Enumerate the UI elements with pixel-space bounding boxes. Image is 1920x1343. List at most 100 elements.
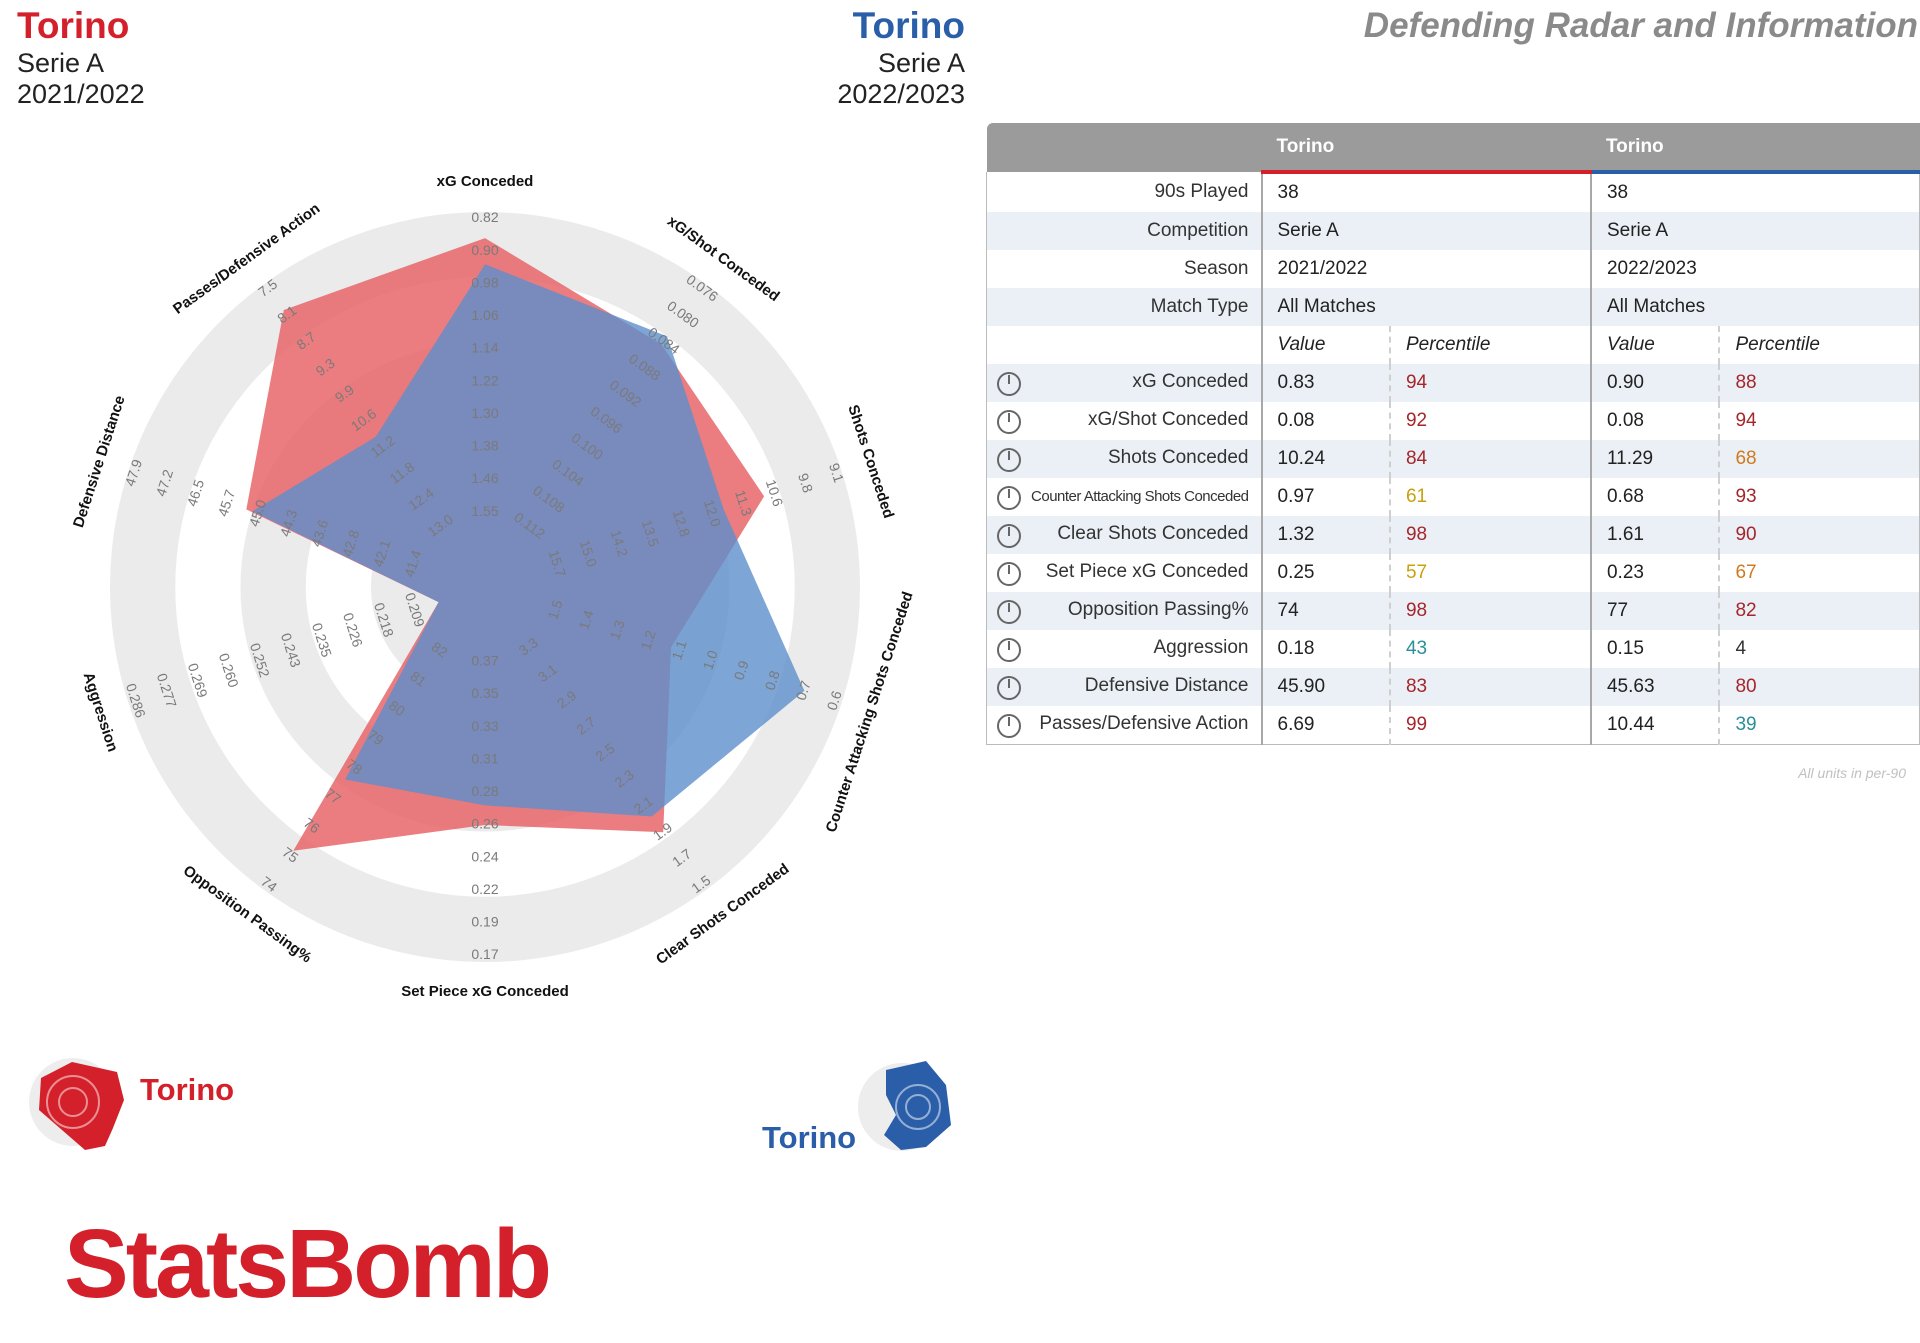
team2-value: 38 — [1589, 172, 1920, 212]
team2-value: 45.63 — [1590, 668, 1720, 706]
gauge-icon — [997, 485, 1021, 510]
table-header-label — [986, 123, 1262, 172]
team2-percentile: 94 — [1718, 402, 1920, 440]
gauge-icon — [997, 561, 1021, 586]
row-label: Season — [986, 250, 1263, 288]
radar-tick-label: 0.8 — [762, 668, 783, 692]
team2-percentile: 67 — [1718, 554, 1920, 592]
radar-tick-label: 1.55 — [471, 503, 498, 519]
radar-axis-label: Shots Conceded — [844, 403, 897, 521]
radar-tick-label: 0.31 — [471, 750, 498, 766]
row-label: Aggression — [986, 630, 1263, 668]
team2-percentile: 88 — [1718, 364, 1920, 402]
metric-label: Clear Shots Conceded — [1057, 522, 1249, 544]
table-row: Clear Shots Conceded 1.32 98 1.61 90 — [986, 516, 1920, 554]
table-row: Defensive Distance 45.90 83 45.63 80 — [986, 668, 1920, 706]
team1-value: 10.24 — [1261, 440, 1390, 478]
team2-value: Serie A — [1589, 212, 1920, 250]
radar-tick-label: 11.3 — [732, 488, 755, 518]
radar-tick-label: 0.28 — [471, 783, 498, 799]
gauge-icon — [997, 599, 1021, 624]
left-team-logo — [29, 1058, 124, 1150]
team2-value: 11.29 — [1590, 440, 1720, 478]
team1-percentile: 94 — [1388, 364, 1592, 402]
team1-percentile: 61 — [1388, 478, 1592, 516]
table-row: Set Piece xG Conceded 0.25 57 0.23 67 — [986, 554, 1920, 592]
radar-tick-label: 0.9 — [731, 658, 752, 682]
team2-percentile: 4 — [1718, 630, 1920, 668]
team1-value: 6.69 — [1277, 714, 1315, 735]
left-team-season: 2021/2022 — [17, 78, 145, 109]
table-subheader-row: Value Percentile Value Percentile — [986, 326, 1920, 364]
table-row: xG/Shot Conceded 0.08 92 0.08 94 — [986, 402, 1920, 440]
row-label — [986, 326, 1263, 364]
radar-tick-label: 1.22 — [471, 372, 498, 388]
row-label: 90s Played — [986, 172, 1263, 212]
left-team-name: Torino — [17, 5, 130, 46]
radar-axis-label: xG Conceded — [437, 173, 534, 190]
team1-value: 2021/2022 — [1277, 258, 1368, 279]
team1-value-header: Value — [1277, 334, 1326, 355]
right-team-name: Torino — [852, 5, 965, 46]
team2-percentile-header: Percentile — [1718, 326, 1920, 364]
radar-axis-label: Aggression — [80, 670, 122, 754]
radar-tick-label: 1.46 — [471, 470, 498, 486]
gauge-icon — [997, 409, 1021, 434]
table-header-team1: Torino — [1261, 123, 1591, 174]
radar-tick-label: 9.8 — [795, 471, 816, 495]
team1-value: 74 — [1261, 592, 1390, 630]
radar-axis-label: Set Piece xG Conceded — [401, 983, 569, 1000]
team2-value: 77 — [1590, 592, 1720, 630]
row-label: Match Type — [986, 288, 1263, 326]
table-row: Aggression 0.18 43 0.15 4 — [986, 630, 1920, 668]
units-note: All units in per-90 — [1798, 765, 1906, 781]
radar-tick-label: 1.1 — [668, 638, 689, 662]
team1-percentile: 57 — [1388, 554, 1592, 592]
team2-value: 0.68 — [1606, 486, 1644, 507]
right-team-logo — [858, 1061, 951, 1151]
radar-tick-label: 0.26 — [471, 816, 498, 832]
gauge-icon — [997, 675, 1021, 700]
radar-tick-label: 1.30 — [471, 405, 498, 421]
radar-tick-label: 1.2 — [637, 628, 658, 652]
table-row: xG Conceded 0.83 94 0.90 88 — [986, 364, 1920, 402]
radar-tick-label: 1.06 — [471, 307, 498, 323]
table-row: 90s Played 38 38 — [986, 172, 1920, 212]
row-label: Counter Attacking Shots Conceded — [986, 478, 1263, 516]
statsbomb-logo: StatsBomb — [64, 1209, 552, 1318]
table-header-team2: Torino — [1590, 123, 1920, 174]
team2-value: 0.23 — [1606, 562, 1644, 583]
metric-label: Passes/Defensive Action — [1039, 712, 1249, 734]
radar-tick-label: 0.7 — [793, 678, 814, 702]
gauge-icon — [997, 371, 1021, 396]
radar-tick-label: 1.38 — [471, 438, 498, 454]
table-row: Shots Conceded 10.24 84 11.29 68 — [986, 440, 1920, 478]
gauge-icon — [997, 523, 1021, 548]
team1-value: 0.18 — [1277, 638, 1315, 659]
metric-label: xG Conceded — [1132, 370, 1249, 392]
team1-percentile: 84 — [1388, 440, 1592, 478]
page-title: Defending Radar and Information — [1363, 6, 1918, 45]
right-team-season: 2022/2023 — [837, 78, 965, 109]
metric-label: Counter Attacking Shots Conceded — [1031, 487, 1249, 505]
legend-left-name: Torino — [140, 1072, 235, 1107]
team2-percentile: 90 — [1718, 516, 1920, 554]
table-header-row: Torino Torino — [986, 123, 1920, 174]
row-label: xG Conceded — [986, 364, 1263, 402]
radar-tick-label: 0.6 — [824, 689, 845, 713]
team1-value: Serie A — [1261, 212, 1591, 250]
metric-label: Set Piece xG Conceded — [1045, 560, 1249, 582]
radar-tick-label: 0.35 — [471, 685, 498, 701]
team2-percentile: 93 — [1718, 478, 1920, 516]
team2-value: 0.15 — [1606, 638, 1644, 659]
team1-percentile: 92 — [1388, 402, 1592, 440]
team2-value: 1.61 — [1590, 516, 1720, 554]
gauge-icon — [997, 713, 1021, 738]
team2-value: 2022/2023 — [1589, 250, 1920, 288]
radar-tick-label: 1.5 — [544, 598, 565, 622]
table-row: Opposition Passing% 74 98 77 82 — [986, 592, 1920, 630]
right-team-league: Serie A — [877, 47, 965, 78]
table-row: Competition Serie A Serie A — [986, 212, 1920, 250]
radar-tick-label: 1.4 — [575, 608, 596, 632]
gauge-icon — [997, 637, 1021, 662]
